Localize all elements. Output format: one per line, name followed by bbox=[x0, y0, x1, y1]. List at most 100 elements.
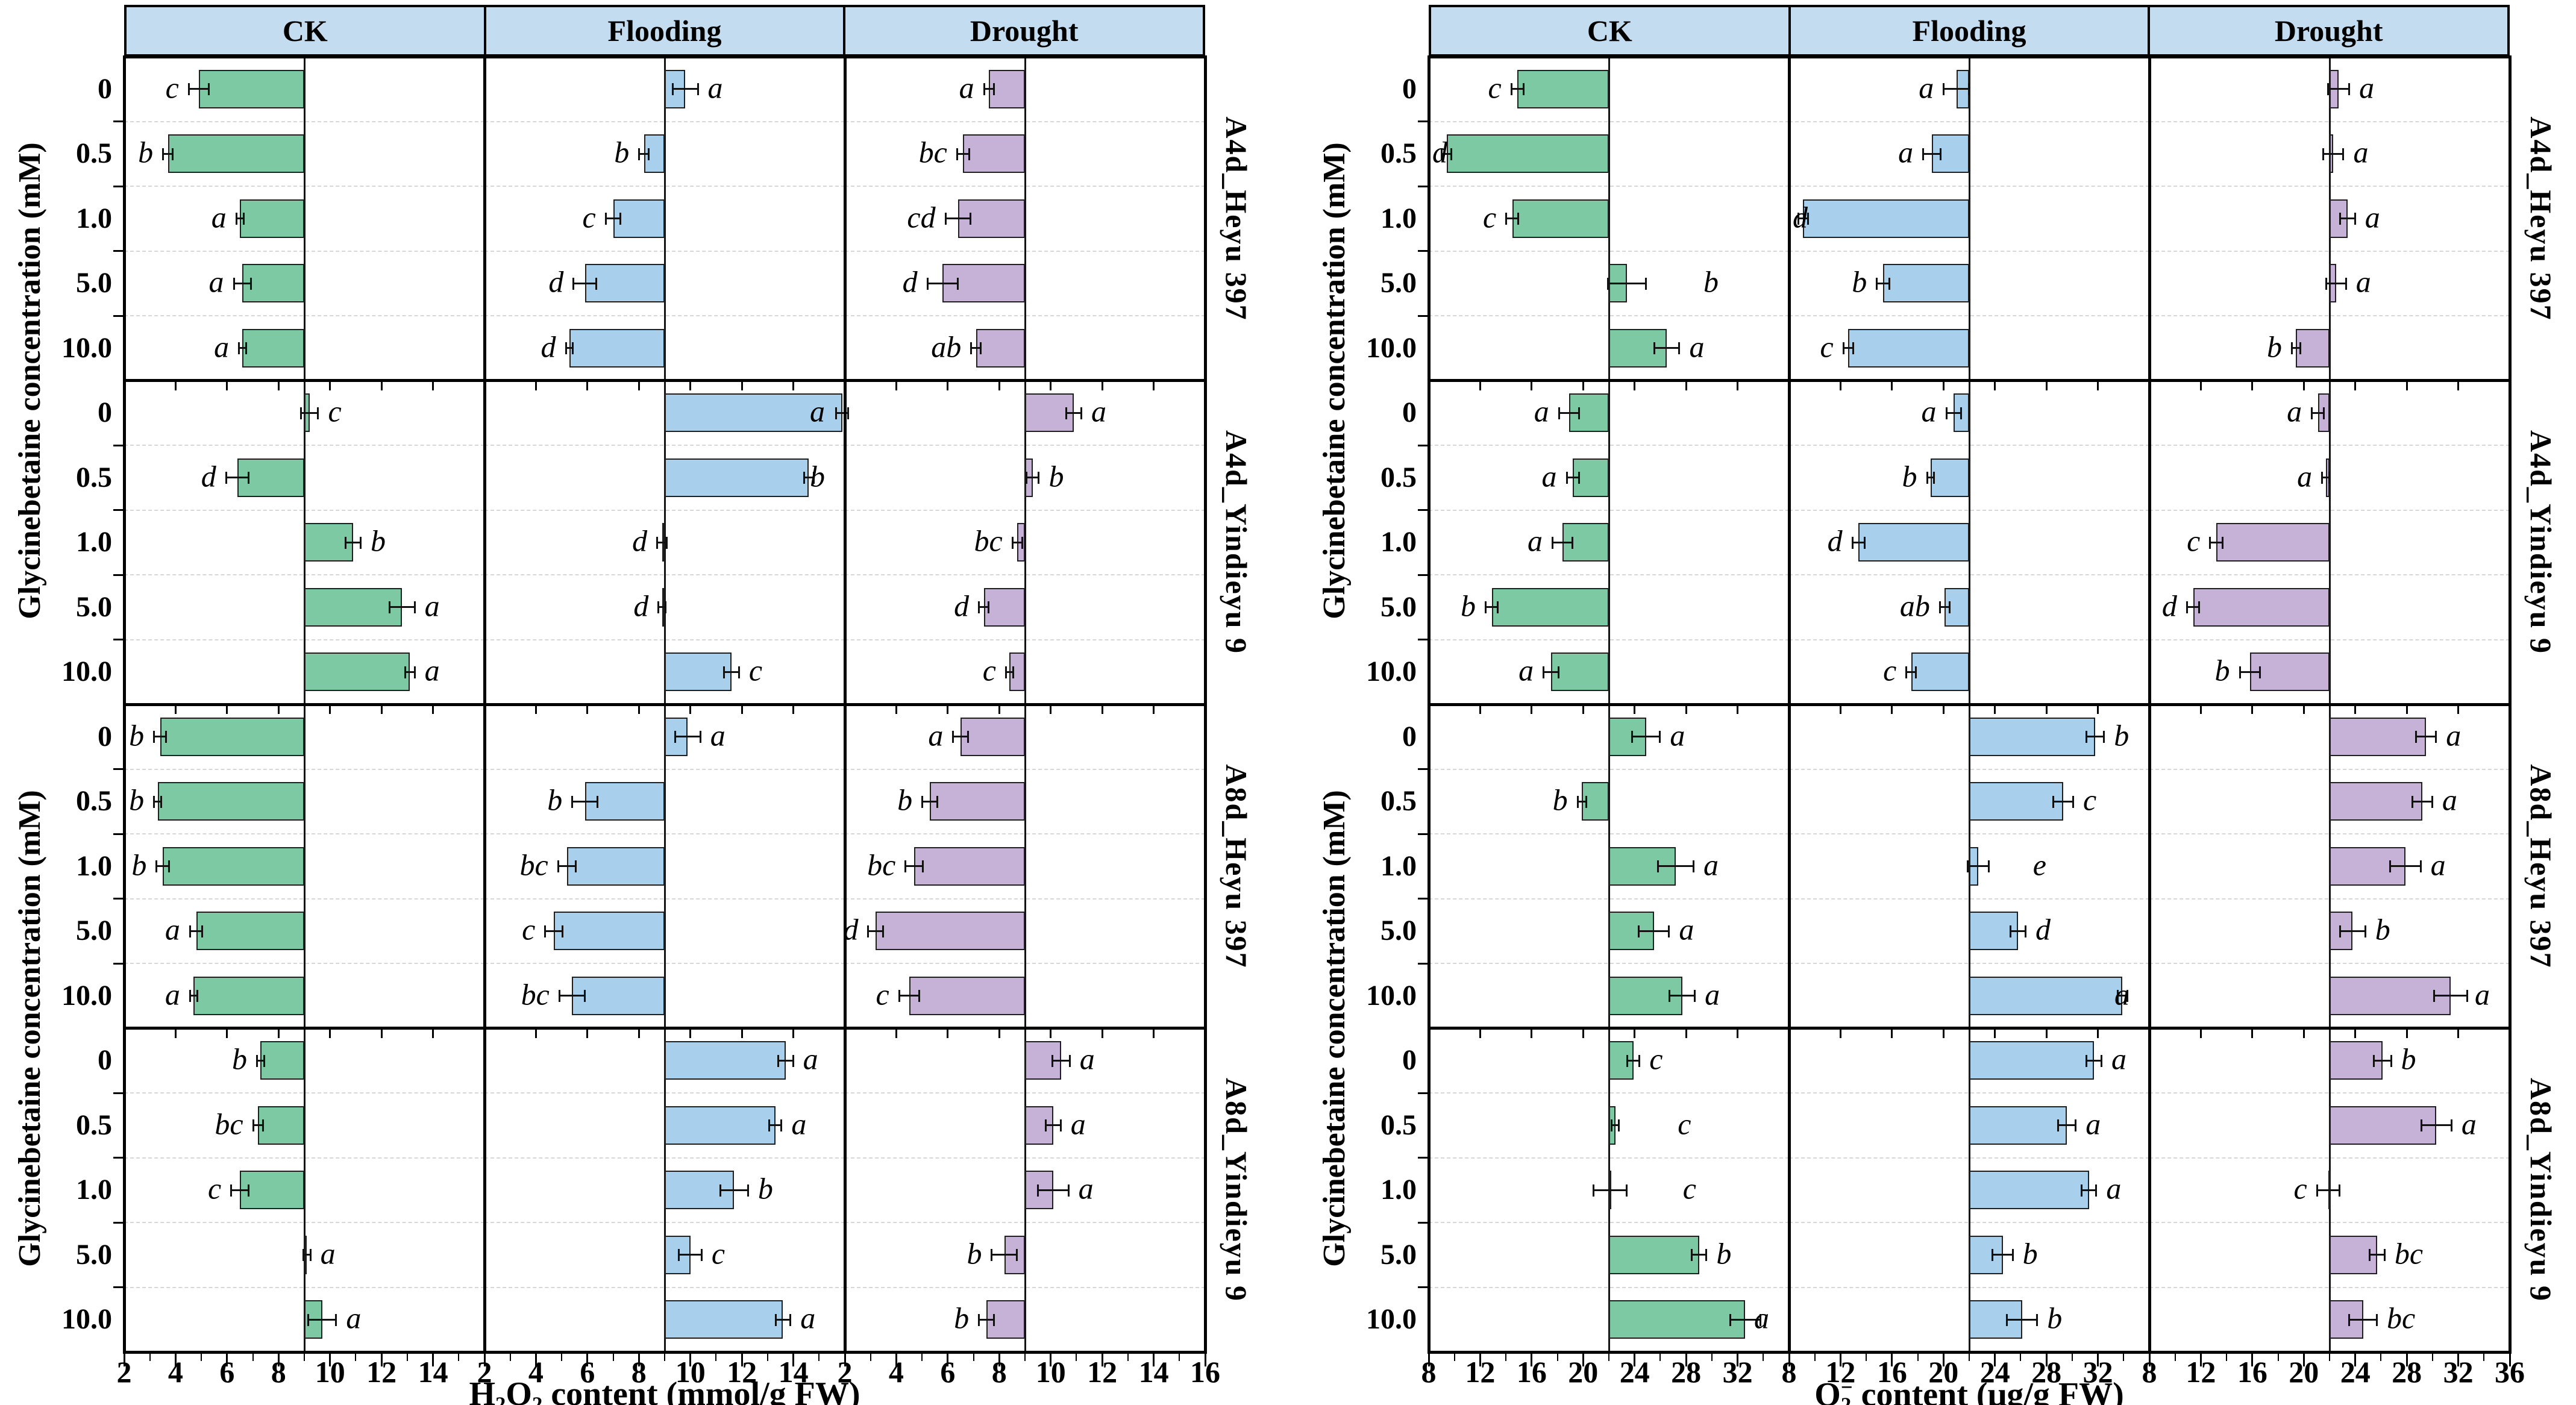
sig-letter: b bbox=[967, 1236, 982, 1271]
error-bar-cap-left bbox=[565, 342, 567, 355]
x-axis-tick-minor bbox=[1505, 1353, 1507, 1361]
y-tick-label: 0 bbox=[98, 720, 112, 753]
sig-letter: d bbox=[201, 459, 216, 493]
sig-letter: a bbox=[2297, 459, 2313, 493]
x-axis-tick-inner bbox=[2405, 380, 2408, 390]
x-axis-tick-minor bbox=[1659, 1353, 1661, 1361]
error-bar bbox=[898, 990, 920, 1003]
sig-letter: a bbox=[424, 653, 440, 687]
panel-frame-hline bbox=[1427, 1350, 2512, 1354]
superscript: − bbox=[1840, 1375, 1853, 1399]
x-tick-label: 28 bbox=[2392, 1355, 2422, 1389]
error-bar bbox=[233, 277, 252, 290]
x-axis-tick-minor bbox=[1453, 1353, 1455, 1361]
x-axis-tick-major bbox=[2097, 1353, 2099, 1366]
condition-header-band: CK Flooding Drought bbox=[1429, 5, 2510, 57]
x-axis-tick-inner bbox=[2097, 1028, 2099, 1038]
x-axis-title: H2O2 content (mmol/g FW) bbox=[469, 1377, 860, 1405]
error-bar bbox=[1729, 1313, 1761, 1326]
x-axis-tick-minor bbox=[1179, 1353, 1180, 1361]
error-bar bbox=[1690, 1249, 1708, 1262]
bar bbox=[2330, 782, 2422, 821]
sig-letter: c bbox=[582, 200, 596, 234]
error-bar-cap-right bbox=[619, 213, 622, 225]
sig-letter: a bbox=[1670, 718, 1685, 753]
x-axis-tick-inner bbox=[2354, 380, 2357, 390]
condition-header-label: Flooding bbox=[1912, 14, 2026, 48]
sig-letter: d bbox=[1793, 200, 1808, 234]
x-axis-tick-major bbox=[1685, 1353, 1687, 1366]
y-tick-label: 1.0 bbox=[1380, 850, 1417, 882]
bar bbox=[1911, 652, 1969, 692]
x-axis-tick-minor bbox=[818, 1353, 820, 1361]
y-axis-tick bbox=[113, 574, 124, 576]
error-bar-cap-right bbox=[413, 666, 416, 678]
error-bar bbox=[2433, 990, 2468, 1003]
error-bar-cap-right bbox=[172, 148, 174, 160]
error-bar-cap-right bbox=[1940, 148, 1941, 160]
baseline-axis bbox=[1024, 704, 1026, 1028]
sig-letter: a bbox=[2359, 70, 2375, 105]
error-bar-cap-right bbox=[1557, 666, 1559, 678]
x-axis-tick-major bbox=[1634, 1353, 1636, 1366]
x-axis-tick-major bbox=[1942, 1353, 1945, 1366]
sig-letter: a bbox=[1528, 524, 1543, 558]
error-bar-cap-left bbox=[1011, 536, 1014, 549]
error-bar-cap-left bbox=[978, 601, 980, 614]
x-axis-tick-major bbox=[844, 1353, 846, 1366]
error-bar-cap-left bbox=[1026, 472, 1028, 484]
bar bbox=[1550, 652, 1609, 692]
x-tick-label: 8 bbox=[1421, 1355, 1437, 1389]
bar bbox=[304, 587, 403, 627]
condition-header-label: CK bbox=[1587, 14, 1632, 48]
x-axis-tick-inner bbox=[329, 704, 331, 714]
sig-letter: a bbox=[1898, 135, 1914, 169]
y-tick-label: 0 bbox=[98, 72, 112, 105]
error-bar-cap-right bbox=[780, 1119, 783, 1132]
x-axis-tick-major bbox=[586, 1353, 589, 1366]
error-bar-cap-right bbox=[1497, 601, 1499, 614]
bar bbox=[1969, 1171, 2089, 1210]
x-axis-tick-inner bbox=[1531, 380, 1533, 390]
baseline-axis bbox=[303, 1028, 306, 1352]
error-bar-cap-right bbox=[2390, 1054, 2392, 1067]
x-axis-tick-minor bbox=[1814, 1353, 1816, 1361]
error-bar bbox=[991, 1249, 1018, 1262]
sig-letter: e bbox=[2032, 848, 2046, 882]
x-tick-label: 12 bbox=[366, 1355, 397, 1389]
sig-letter: d bbox=[2161, 589, 2177, 623]
sig-letter: c bbox=[328, 394, 342, 428]
error-bar bbox=[1558, 407, 1580, 419]
error-bar-cap-left bbox=[604, 213, 607, 225]
x-axis-tick-inner bbox=[741, 380, 743, 390]
sig-letter: b bbox=[1902, 459, 1917, 493]
error-bar-cap-right bbox=[2342, 148, 2345, 160]
error-bar-cap-right bbox=[968, 148, 971, 160]
error-bar bbox=[302, 1249, 312, 1262]
error-bar bbox=[774, 1313, 792, 1326]
error-bar-cap-left bbox=[2010, 925, 2012, 937]
y-tick-label: 5.0 bbox=[1380, 1238, 1417, 1271]
error-bar bbox=[2316, 1184, 2341, 1197]
error-bar bbox=[1851, 536, 1866, 549]
x-axis-tick-major bbox=[2509, 1353, 2511, 1366]
baseline-axis bbox=[1968, 380, 1970, 704]
error-bar bbox=[1657, 860, 1694, 873]
error-bar-cap-right bbox=[1807, 213, 1810, 225]
bar bbox=[163, 846, 304, 886]
y-axis-tick bbox=[113, 314, 124, 317]
bar bbox=[665, 1041, 786, 1080]
x-tick-label: 28 bbox=[1671, 1355, 1702, 1389]
error-bar bbox=[835, 407, 850, 419]
error-bar-cap-left bbox=[2209, 536, 2211, 549]
error-bar-cap-left bbox=[572, 277, 575, 290]
y-axis-tick bbox=[1418, 639, 1429, 640]
sig-letter: a bbox=[800, 1301, 816, 1335]
error-bar-cap-left bbox=[2372, 1054, 2375, 1067]
error-bar bbox=[970, 342, 982, 355]
error-bar-cap-left bbox=[1565, 472, 1568, 484]
bar bbox=[240, 1171, 304, 1210]
bar bbox=[989, 69, 1025, 108]
x-axis-tick-inner bbox=[1839, 704, 1841, 714]
